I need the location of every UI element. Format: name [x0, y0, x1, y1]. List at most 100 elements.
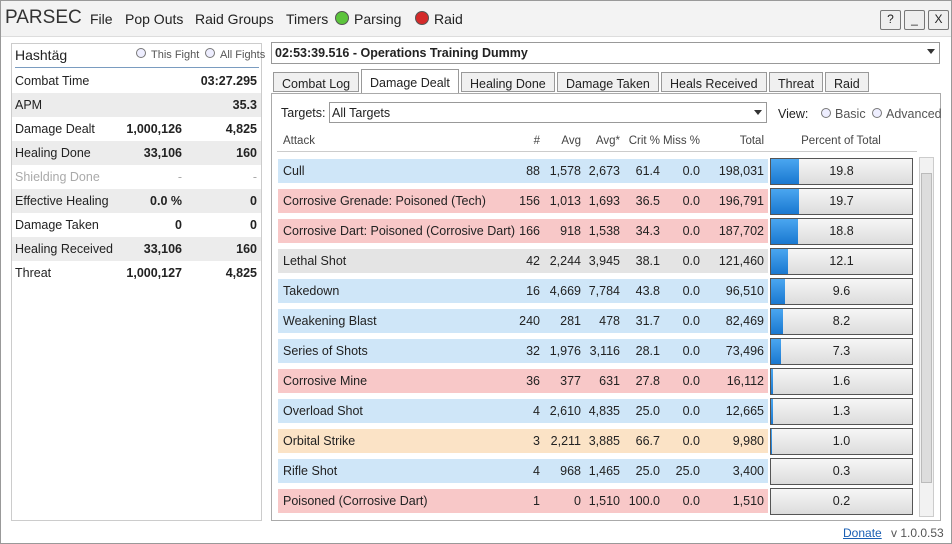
- percent-box: [770, 368, 913, 395]
- tab[interactable]: Threat: [769, 72, 824, 92]
- cell: 968: [560, 464, 581, 478]
- raid-label[interactable]: Raid: [434, 11, 463, 27]
- window-button[interactable]: X: [928, 10, 949, 30]
- table-row[interactable]: [278, 189, 768, 213]
- table-row[interactable]: [278, 279, 768, 303]
- app-title: PARSEC: [5, 7, 82, 28]
- cell: 4: [533, 464, 540, 478]
- table-row[interactable]: [278, 399, 768, 423]
- scroll-thumb[interactable]: [921, 173, 932, 483]
- percent-box: [770, 278, 913, 305]
- radio-label[interactable]: This Fight: [151, 49, 200, 61]
- cell: 16: [526, 284, 540, 298]
- percent-bar: [771, 369, 774, 394]
- radio[interactable]: [136, 48, 146, 58]
- cell: 3,945: [588, 254, 620, 268]
- cell: 187,702: [718, 224, 764, 238]
- encounter-select[interactable]: [271, 42, 940, 64]
- attack-name: Corrosive Dart: Poisoned (Corrosive Dart…: [283, 224, 516, 238]
- tab[interactable]: Combat Log: [273, 72, 360, 92]
- cell: 2,673: [588, 164, 620, 178]
- attack-name: Cull: [283, 164, 305, 178]
- radio-label[interactable]: All Fights: [220, 49, 266, 61]
- cell: 0.0: [682, 314, 700, 328]
- view-option[interactable]: Advanced: [886, 107, 942, 121]
- stat-value: 35.3: [232, 98, 257, 112]
- radio[interactable]: [205, 48, 215, 58]
- cell: 0.0: [682, 194, 700, 208]
- table-row[interactable]: [278, 159, 768, 183]
- tab[interactable]: Damage Dealt: [361, 69, 459, 93]
- parsing-indicator[interactable]: [335, 11, 349, 25]
- percent-bar: [771, 249, 789, 274]
- percent-bar: [771, 159, 799, 184]
- menu-item[interactable]: Raid Groups: [195, 11, 274, 27]
- encounter-label[interactable]: 02:53:39.516 - Operations Training Dummy: [275, 46, 528, 60]
- percent-label: 12.1: [829, 254, 854, 268]
- parsing-label[interactable]: Parsing: [354, 11, 402, 27]
- radio[interactable]: [821, 108, 831, 118]
- stat-value: 0: [250, 218, 257, 232]
- tab[interactable]: Damage Taken: [557, 72, 659, 92]
- stat-row: [12, 93, 261, 117]
- window-button[interactable]: _: [904, 10, 925, 30]
- dropdown-arrow[interactable]: [754, 110, 762, 115]
- cell: 4: [533, 404, 540, 418]
- table-row[interactable]: [278, 219, 768, 243]
- menu-item[interactable]: File: [90, 11, 113, 27]
- cell: 0.0: [682, 224, 700, 238]
- cell: 196,791: [718, 194, 764, 208]
- cell: 0.0: [682, 284, 700, 298]
- dropdown-arrow[interactable]: [927, 49, 935, 54]
- table-row[interactable]: [278, 309, 768, 333]
- percent-label: 1.6: [832, 374, 851, 388]
- percent-box: [770, 338, 913, 365]
- cell: 1,693: [588, 194, 620, 208]
- cell: 0.0: [682, 164, 700, 178]
- separator: [15, 67, 259, 68]
- menu-item[interactable]: Timers: [286, 11, 329, 27]
- view-option[interactable]: Basic: [835, 107, 866, 121]
- cell: 2,610: [549, 404, 581, 418]
- table-row[interactable]: [278, 369, 768, 393]
- targets-value[interactable]: All Targets: [332, 106, 391, 120]
- percent-bar: [771, 309, 783, 334]
- table-row[interactable]: [278, 459, 768, 483]
- player-name: Hashtäg: [15, 47, 68, 63]
- cell: 3,116: [589, 344, 620, 358]
- attack-name: Poisoned (Corrosive Dart): [283, 494, 428, 508]
- stat-value: 03:27.295: [200, 74, 257, 88]
- tab[interactable]: Raid: [825, 72, 869, 92]
- radio[interactable]: [872, 108, 882, 118]
- targets-select[interactable]: [329, 102, 767, 123]
- tab[interactable]: Heals Received: [661, 72, 767, 92]
- percent-bar: [771, 279, 785, 304]
- table-row[interactable]: [278, 489, 768, 513]
- version: v 1.0.0.53: [891, 526, 944, 540]
- targets-label: Targets:: [281, 106, 326, 120]
- stat-label: Shielding Done: [15, 170, 100, 184]
- percent-label: 1.3: [832, 404, 851, 418]
- table-row[interactable]: [278, 339, 768, 363]
- percent-label: 8.2: [832, 314, 851, 328]
- column-header: Total: [739, 135, 764, 147]
- cell: 100.0: [628, 494, 660, 508]
- window-button[interactable]: ?: [880, 10, 901, 30]
- cell: 3,400: [732, 464, 764, 478]
- cell: 25.0: [675, 464, 700, 478]
- cell: 0.0: [682, 434, 700, 448]
- raid-indicator[interactable]: [415, 11, 429, 25]
- attack-name: Series of Shots: [283, 344, 368, 358]
- cell: 166: [519, 224, 540, 238]
- menu-item[interactable]: Pop Outs: [125, 11, 184, 27]
- donate-link[interactable]: Donate: [843, 526, 882, 540]
- stat-total: 0: [175, 218, 182, 232]
- stat-row: [12, 189, 261, 213]
- cell: 32: [526, 344, 540, 358]
- tab[interactable]: Healing Done: [461, 72, 555, 92]
- cell: 1,510: [588, 494, 620, 508]
- attack-name: Orbital Strike: [283, 434, 356, 448]
- table-row[interactable]: [278, 249, 768, 273]
- stat-label: Threat: [15, 266, 52, 280]
- table-row[interactable]: [278, 429, 768, 453]
